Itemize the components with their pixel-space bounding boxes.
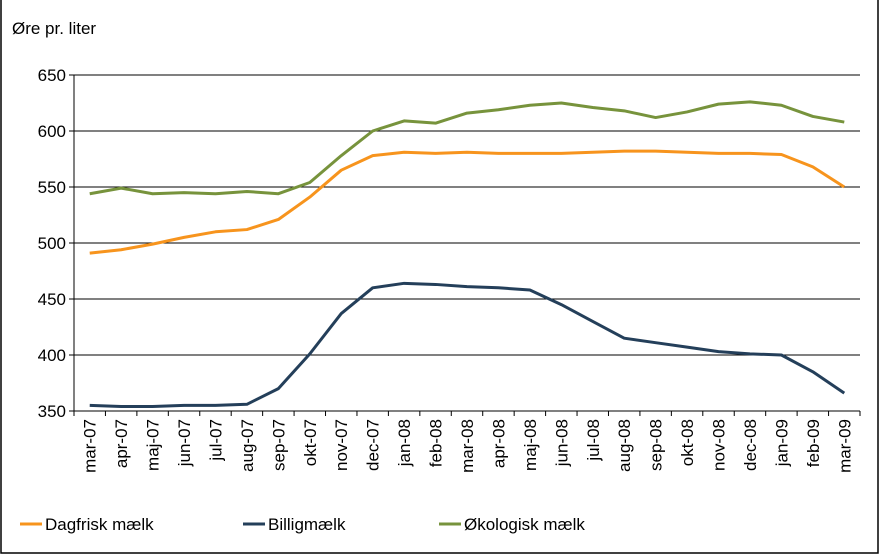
x-tick-label: jul-08	[584, 419, 603, 462]
x-tick-label: mar-09	[835, 419, 854, 473]
x-tick-label: sep-08	[647, 419, 666, 471]
y-tick-label: 500	[38, 234, 66, 253]
y-tick-label: 450	[38, 290, 66, 309]
x-tick-label: jun-08	[552, 419, 571, 467]
x-tick-label: feb-08	[427, 419, 446, 467]
x-tick-label: jan-09	[772, 419, 791, 467]
legend-label: Økologisk mælk	[464, 515, 585, 534]
legend-label: Billigmælk	[268, 515, 346, 534]
x-tick-label: dec-08	[741, 419, 760, 471]
x-tick-label: okt-08	[678, 419, 697, 466]
x-tick-label: maj-08	[521, 419, 540, 471]
x-tick-label: nov-07	[332, 419, 351, 471]
x-tick-label: apr-07	[112, 419, 131, 468]
x-tick-label: feb-09	[804, 419, 823, 467]
x-tick-label: apr-08	[489, 419, 508, 468]
x-tick-label: mar-08	[458, 419, 477, 473]
y-tick-label: 350	[38, 402, 66, 421]
x-tick-label: okt-07	[301, 419, 320, 466]
y-tick-label: 400	[38, 346, 66, 365]
y-tick-label: 550	[38, 178, 66, 197]
x-tick-label: jul-07	[206, 419, 225, 462]
x-tick-label: sep-07	[269, 419, 288, 471]
x-tick-label: aug-08	[615, 419, 634, 472]
x-tick-label: jun-07	[175, 419, 194, 467]
data-line	[89, 100, 845, 196]
x-tick-label: mar-07	[81, 419, 100, 473]
y-axis-label: Øre pr. liter	[12, 19, 96, 38]
legend-label: Dagfrisk mælk	[45, 515, 154, 534]
data-line	[89, 281, 846, 409]
x-tick-label: dec-07	[364, 419, 383, 471]
x-tick-label: aug-07	[238, 419, 257, 472]
x-tick-label: nov-08	[710, 419, 729, 471]
y-tick-label: 650	[38, 66, 66, 85]
x-tick-label: maj-07	[144, 419, 163, 471]
data-line	[89, 149, 846, 255]
y-tick-label: 600	[38, 122, 66, 141]
x-tick-label: jan-08	[395, 419, 414, 467]
